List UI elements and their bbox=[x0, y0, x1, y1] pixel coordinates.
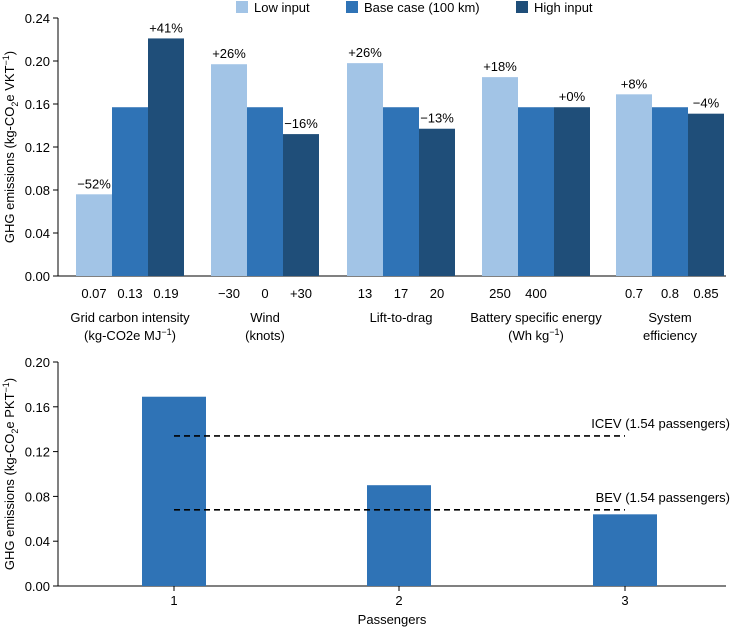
bar-base bbox=[247, 107, 283, 276]
x-tick-label: −30 bbox=[218, 286, 240, 301]
bar-data-label: −52% bbox=[77, 176, 111, 191]
bar-low bbox=[211, 64, 247, 276]
group-label-unit-sup: −1 bbox=[161, 327, 171, 337]
x-axis-label: Passengers bbox=[358, 612, 427, 627]
y-axis-label-part: e PKT bbox=[2, 392, 17, 428]
y-tick-label: 0.16 bbox=[25, 97, 50, 112]
legend-label-high: High input bbox=[534, 0, 593, 15]
bar-low bbox=[347, 63, 383, 277]
bar-low bbox=[616, 94, 652, 276]
group-label-unit: efficiency bbox=[643, 328, 697, 343]
y-axis-label: GHG emissions (kg-CO2e VKT−1) bbox=[1, 51, 20, 243]
y-tick-label: 0.20 bbox=[25, 355, 50, 370]
bar-data-label: −4% bbox=[693, 96, 720, 111]
bar-low bbox=[482, 77, 518, 276]
bar-data-label: +18% bbox=[483, 59, 517, 74]
x-tick-label: 0.13 bbox=[117, 286, 142, 301]
x-tick-label: 400 bbox=[525, 286, 547, 301]
group-label-unit: (kg-CO2e MJ−1) bbox=[84, 327, 176, 343]
bar-data-label: +8% bbox=[621, 76, 648, 91]
y-tick-label: 0.08 bbox=[25, 489, 50, 504]
group-label: Grid carbon intensity bbox=[70, 310, 190, 325]
y-tick-label: 0.04 bbox=[25, 226, 50, 241]
y-axis-label-part: GHG emissions (kg-CO bbox=[2, 434, 17, 571]
y-tick-label: 0.04 bbox=[25, 534, 50, 549]
y-tick-label: 0.08 bbox=[25, 183, 50, 198]
y-tick-label: 0.16 bbox=[25, 400, 50, 415]
reference-line-label: BEV (1.54 passengers) bbox=[596, 490, 730, 505]
legend-label-base: Base case (100 km) bbox=[364, 0, 480, 15]
x-tick-label: 3 bbox=[621, 593, 628, 608]
y-axis-label-part: GHG emissions (kg-CO bbox=[2, 107, 17, 244]
bar bbox=[367, 485, 431, 586]
group-label-unit-main: efficiency bbox=[643, 328, 697, 343]
group-label-unit-main: (knots) bbox=[245, 328, 285, 343]
y-axis-label-part: e VKT bbox=[2, 65, 17, 101]
y-axis-label-part: 2 bbox=[10, 429, 20, 434]
bar bbox=[593, 514, 657, 586]
bar-high bbox=[283, 134, 319, 276]
x-tick-label: 0.19 bbox=[153, 286, 178, 301]
bar-base bbox=[518, 107, 554, 276]
group-label-unit-main: (kg-CO2e MJ bbox=[84, 328, 161, 343]
group-label-unit: (knots) bbox=[245, 328, 285, 343]
group-label-unit-close: ) bbox=[172, 328, 176, 343]
y-axis-label-part: ) bbox=[2, 51, 17, 55]
y-axis-label: GHG emissions (kg-CO2e PKT−1) bbox=[1, 378, 20, 570]
bar-high bbox=[419, 128, 455, 276]
x-tick-label: 13 bbox=[358, 286, 372, 301]
y-tick-label: 0.24 bbox=[25, 11, 50, 26]
bar-high bbox=[688, 113, 724, 276]
group-label-unit-sup: −1 bbox=[549, 327, 559, 337]
bar-data-label: −16% bbox=[284, 116, 318, 131]
y-axis-label-part: −1 bbox=[1, 382, 11, 392]
group-label-unit: (Wh kg−1) bbox=[508, 327, 564, 343]
bar-low bbox=[76, 194, 112, 276]
bar bbox=[142, 396, 206, 586]
y-tick-label: 0.12 bbox=[25, 140, 50, 155]
legend-swatch-low bbox=[236, 1, 248, 13]
x-tick-label: 0.07 bbox=[81, 286, 106, 301]
y-axis-label-part: 2 bbox=[10, 102, 20, 107]
reference-line-label: ICEV (1.54 passengers) bbox=[591, 416, 730, 431]
legend-swatch-base bbox=[346, 1, 358, 13]
legend-swatch-high bbox=[516, 1, 528, 13]
y-tick-label: 0.20 bbox=[25, 54, 50, 69]
bar-data-label: +26% bbox=[212, 46, 246, 61]
y-tick-label: 0.00 bbox=[25, 579, 50, 594]
group-label: System bbox=[648, 310, 691, 325]
x-tick-label: 1 bbox=[170, 593, 177, 608]
x-tick-label: 17 bbox=[394, 286, 408, 301]
x-tick-label: 0 bbox=[261, 286, 268, 301]
bar-high bbox=[554, 107, 590, 276]
x-tick-label: 0.7 bbox=[625, 286, 643, 301]
x-tick-label: 0.85 bbox=[693, 286, 718, 301]
bar-data-label: +0% bbox=[559, 89, 586, 104]
x-tick-label: 20 bbox=[430, 286, 444, 301]
group-label: Wind bbox=[250, 310, 280, 325]
y-tick-label: 0.00 bbox=[25, 269, 50, 284]
y-axis-label-part: −1 bbox=[1, 55, 11, 65]
x-tick-label: 2 bbox=[395, 593, 402, 608]
x-tick-label: +30 bbox=[290, 286, 312, 301]
group-label-unit-main: (Wh kg bbox=[508, 328, 549, 343]
bar-data-label: +41% bbox=[149, 20, 183, 35]
bar-base bbox=[652, 107, 688, 276]
x-tick-label: 0.8 bbox=[661, 286, 679, 301]
bar-data-label: +26% bbox=[348, 45, 382, 60]
bar-high bbox=[148, 38, 184, 276]
bar-base bbox=[383, 107, 419, 276]
x-tick-label: 250 bbox=[489, 286, 511, 301]
bar-data-label: −13% bbox=[420, 111, 454, 126]
group-label-unit-close: ) bbox=[560, 328, 564, 343]
legend-label-low: Low input bbox=[254, 0, 310, 15]
group-label: Battery specific energy bbox=[470, 310, 602, 325]
y-axis-label-part: ) bbox=[2, 378, 17, 382]
group-label: Lift-to-drag bbox=[370, 310, 433, 325]
bar-base bbox=[112, 107, 148, 276]
y-tick-label: 0.12 bbox=[25, 445, 50, 460]
